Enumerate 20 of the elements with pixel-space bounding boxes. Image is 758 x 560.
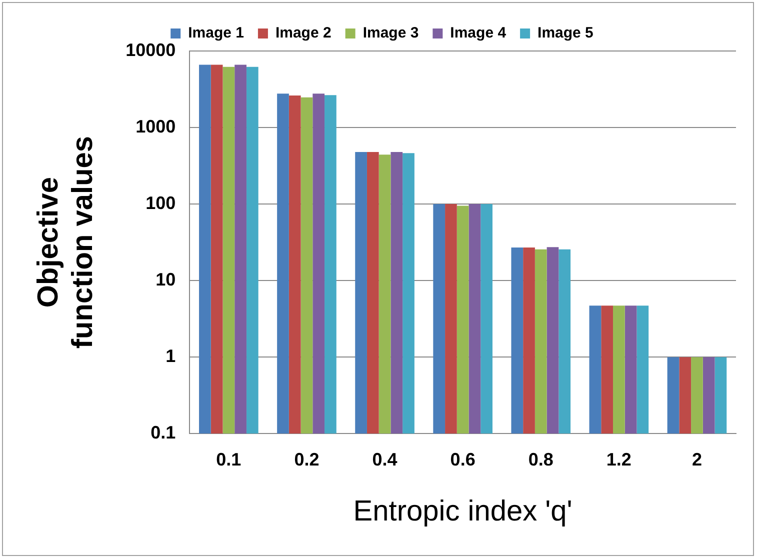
x-tick-label: 0.2 bbox=[294, 449, 320, 470]
x-tick-label: 2 bbox=[692, 449, 702, 470]
y-tick-label: 1000 bbox=[136, 116, 176, 136]
x-tick-label: 1.2 bbox=[606, 449, 632, 470]
legend-label: Image 2 bbox=[275, 24, 332, 42]
legend-label: Image 4 bbox=[450, 24, 507, 42]
x-tick-label: 0.8 bbox=[528, 449, 554, 470]
y-tick-label: 10000 bbox=[126, 40, 176, 60]
legend-label: Image 3 bbox=[362, 24, 419, 42]
y-tick-label: 100 bbox=[146, 193, 176, 214]
y-tick-label: 0.1 bbox=[150, 422, 176, 443]
y-axis-title: Objective function values bbox=[32, 136, 100, 349]
legend-label: Image 1 bbox=[188, 24, 244, 42]
x-tick-label: 0.6 bbox=[450, 449, 476, 470]
x-axis-title: Entropic index 'q' bbox=[353, 496, 572, 528]
x-tick-label: 0.4 bbox=[372, 449, 398, 470]
y-tick-label: 10 bbox=[156, 270, 176, 290]
legend-label: Image 5 bbox=[538, 24, 594, 42]
x-tick-label: 0.1 bbox=[216, 449, 242, 470]
y-tick-label: 1 bbox=[166, 346, 176, 366]
